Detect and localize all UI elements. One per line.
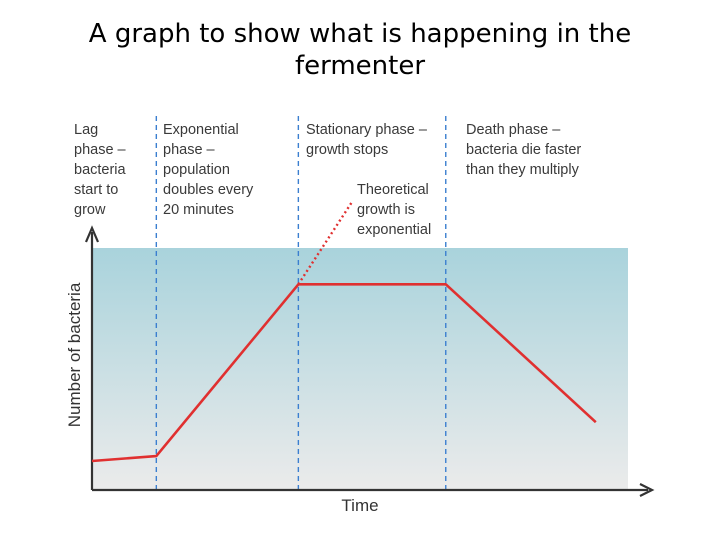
phase-label-lag: Lag phase – bacteria start to grow — [74, 122, 127, 218]
x-axis-label: Time — [341, 496, 378, 515]
annotation-theoretical: Theoretical growth is exponential — [357, 182, 431, 238]
phase-label-exponential: Exponential phase – population doubles ever… — [163, 122, 254, 218]
slide-title: A graph to show what is happening in the… — [88, 19, 632, 81]
theoretical-growth-line — [297, 201, 353, 285]
y-axis-label: Number of bacteria — [65, 282, 84, 427]
phase-label-death: Death phase – bacteria die faster than the… — [466, 122, 581, 178]
phase-label-stationary: Stationary phase – growth stops — [306, 122, 428, 158]
x-axis-arrow — [639, 483, 655, 497]
y-axis-arrow — [84, 225, 100, 243]
